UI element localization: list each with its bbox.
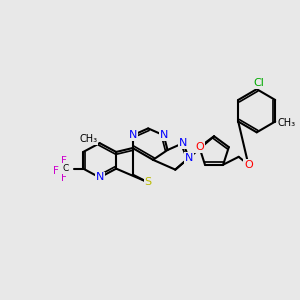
Text: N: N [95, 172, 104, 182]
Text: F: F [61, 156, 67, 166]
Text: S: S [145, 177, 152, 188]
Text: N: N [179, 138, 187, 148]
Text: O: O [195, 142, 204, 152]
Text: C: C [63, 164, 69, 173]
Text: N: N [160, 130, 168, 140]
Text: F: F [61, 173, 67, 184]
Text: F: F [53, 166, 59, 176]
Text: N: N [185, 153, 193, 163]
Text: CH₃: CH₃ [79, 134, 97, 144]
Text: CH₃: CH₃ [278, 118, 296, 128]
Text: N: N [128, 130, 137, 140]
Text: Cl: Cl [253, 78, 264, 88]
Text: O: O [244, 160, 253, 170]
